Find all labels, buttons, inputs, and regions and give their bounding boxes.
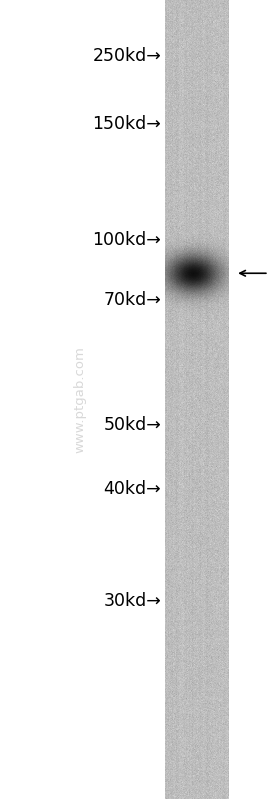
- Text: 40kd→: 40kd→: [103, 480, 161, 498]
- Text: 70kd→: 70kd→: [103, 291, 161, 308]
- Text: 30kd→: 30kd→: [103, 592, 161, 610]
- Text: 150kd→: 150kd→: [92, 115, 161, 133]
- Text: 100kd→: 100kd→: [92, 231, 161, 248]
- Text: www.ptgab.com: www.ptgab.com: [73, 346, 86, 453]
- Text: 250kd→: 250kd→: [92, 47, 161, 65]
- Text: 50kd→: 50kd→: [103, 416, 161, 434]
